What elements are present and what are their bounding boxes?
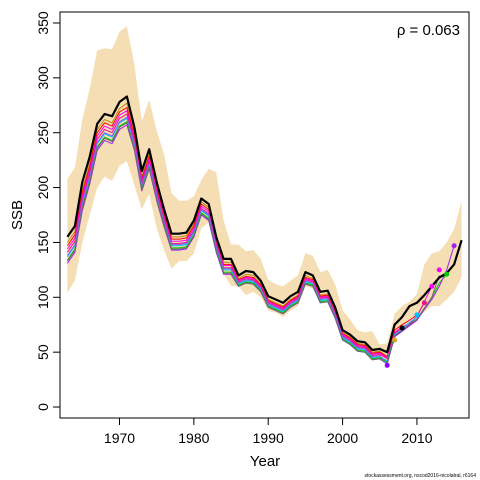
series-line [66,117,418,362]
y-tick-label: 250 [35,121,51,145]
y-tick-label: 50 [35,344,51,360]
x-axis-label: Year [250,453,280,470]
y-axis-label: SSB [9,200,26,230]
x-tick-label: 2000 [327,430,358,446]
series-line [66,113,425,360]
series-line [66,116,388,366]
series-line [66,107,418,358]
y-tick-label: 0 [35,403,51,411]
endpoint-marker [436,267,442,273]
endpoint-marker [421,300,427,306]
credit-text: stockassessment.org, nscod2016-nicolatra… [365,473,477,479]
endpoint-marker [451,243,457,249]
endpoint-marker [392,337,398,343]
x-tick-label: 1970 [104,430,135,446]
endpoint-marker [414,312,420,318]
rho-annotation: ρ = 0.063 [397,22,460,39]
endpoint-marker [429,283,435,289]
endpoint-marker [384,362,390,368]
confidence-band-area [67,26,462,361]
y-tick-label: 350 [35,11,51,35]
x-axis: 1970 1980 1990 2000 2010 [104,418,433,446]
y-tick-label: 150 [35,231,51,255]
y-tick-label: 300 [35,66,51,90]
y-tick-label: 100 [35,285,51,309]
endpoint-marker [399,325,405,331]
endpoint-marker [444,271,450,277]
x-tick-label: 1990 [253,430,284,446]
series-line [66,110,433,359]
retrospective-series [66,95,463,366]
y-tick-label: 200 [35,176,51,200]
y-axis: 0 50 100 150 200 250 300 350 [35,11,60,411]
confidence-band [67,26,462,361]
x-tick-label: 2010 [401,430,432,446]
series-line [66,122,440,364]
retrospective-endpoints [384,243,457,368]
x-tick-label: 1980 [178,430,209,446]
plot-frame [59,11,470,419]
series-line [66,95,463,354]
